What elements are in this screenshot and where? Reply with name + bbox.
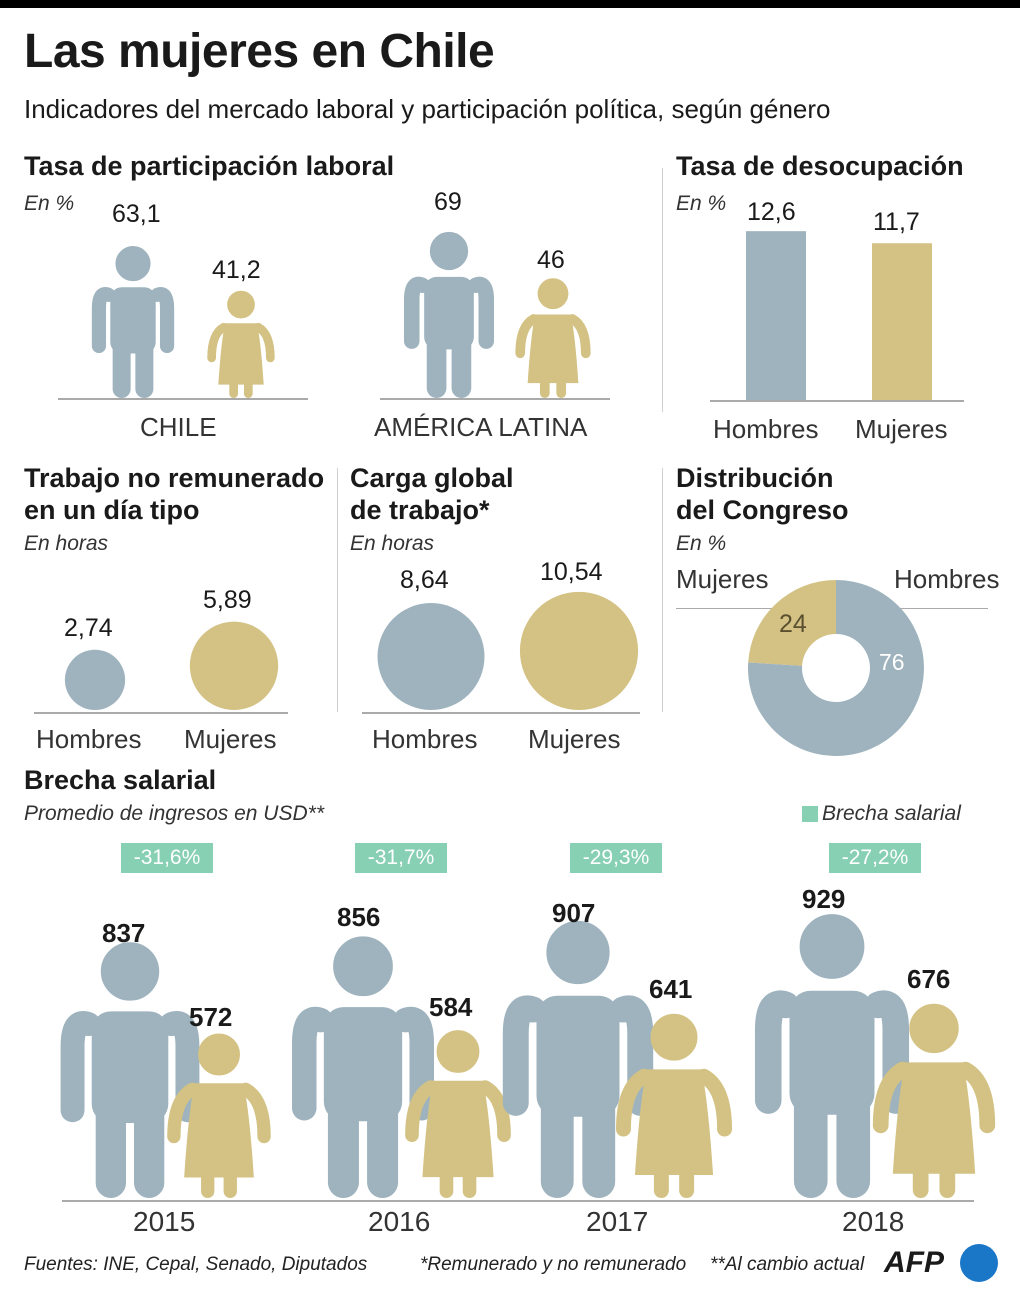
unpaid-men-value: 2,74 bbox=[64, 614, 113, 642]
chile-men-label: 63,1 bbox=[112, 200, 161, 228]
woman-figure bbox=[872, 1003, 996, 1198]
man-figure bbox=[60, 942, 200, 1198]
unemployment-bar bbox=[872, 243, 932, 400]
afp-logo-icon bbox=[960, 1244, 998, 1282]
afp-logo-text: AFP bbox=[884, 1246, 944, 1279]
unemployment-heading: Tasa de desocupación bbox=[676, 151, 964, 181]
separator bbox=[662, 168, 663, 412]
global-load-bubble bbox=[519, 591, 639, 710]
congress-men-label: Hombres bbox=[894, 564, 1000, 594]
congress-men-value: 76 bbox=[879, 649, 905, 675]
congress-heading-2: del Congreso bbox=[676, 495, 849, 525]
wage-gap-unit: Promedio de ingresos en USD** bbox=[24, 802, 324, 825]
unemployment-women-label: Mujeres bbox=[855, 414, 948, 444]
man-figure bbox=[754, 914, 910, 1198]
unpaid-heading-1: Trabajo no remunerado bbox=[24, 463, 325, 493]
chile-women-label: 41,2 bbox=[212, 256, 261, 284]
gap-badge-2017: -29,3% bbox=[570, 843, 662, 873]
latam-baseline bbox=[380, 398, 610, 400]
unpaid-unit: En horas bbox=[24, 532, 109, 555]
congress-heading-1: Distribución bbox=[676, 463, 834, 493]
year-2018: 2018 bbox=[842, 1206, 905, 1237]
year-2017: 2017 bbox=[586, 1206, 649, 1237]
unpaid-men-label: Hombres bbox=[36, 724, 142, 754]
man-figure bbox=[292, 936, 434, 1199]
year-2016: 2016 bbox=[368, 1206, 431, 1237]
participation-unit: En % bbox=[24, 192, 75, 215]
gap-badge-2018: -27,2% bbox=[829, 843, 921, 873]
footer-sources: Fuentes: INE, Cepal, Senado, Diputados bbox=[24, 1254, 368, 1275]
men-2016-value: 856 bbox=[337, 902, 381, 932]
unemployment-men-label: Hombres bbox=[713, 414, 819, 444]
unemployment-unit: En % bbox=[676, 192, 727, 215]
women-2017-value: 641 bbox=[649, 974, 693, 1004]
footer-note-2: **Al cambio actual bbox=[710, 1254, 865, 1275]
unemployment-women-value: 11,7 bbox=[873, 208, 920, 236]
women-2018-value: 676 bbox=[907, 964, 951, 994]
unpaid-baseline bbox=[34, 712, 288, 714]
woman-figure bbox=[167, 1033, 271, 1198]
unpaid-bubble bbox=[64, 649, 126, 711]
congress-women-label: Mujeres bbox=[676, 564, 769, 594]
page-title: Las mujeres en Chile bbox=[24, 25, 495, 78]
legend-swatch bbox=[802, 806, 818, 822]
global-load-unit: En horas bbox=[350, 532, 435, 555]
men-2018-value: 929 bbox=[802, 884, 846, 914]
chile-label: CHILE bbox=[140, 412, 217, 442]
latam-label: AMÉRICA LATINA bbox=[374, 412, 588, 442]
men-2015-value: 837 bbox=[102, 918, 146, 948]
man-figure bbox=[502, 920, 654, 1199]
latam-men-label: 69 bbox=[434, 188, 462, 216]
unpaid-heading-2: en un día tipo bbox=[24, 495, 200, 525]
year-2015: 2015 bbox=[133, 1206, 196, 1237]
chile-baseline bbox=[58, 398, 308, 400]
global-men-label: Hombres bbox=[372, 724, 478, 754]
congress-women-value: 24 bbox=[779, 610, 807, 638]
wage-baseline bbox=[62, 1200, 974, 1202]
global-women-label: Mujeres bbox=[528, 724, 621, 754]
congress-slice bbox=[748, 580, 924, 757]
global-men-value: 8,64 bbox=[400, 566, 449, 594]
footer-note-1: *Remunerado y no remunerado bbox=[420, 1254, 687, 1275]
unemployment-bar bbox=[746, 231, 806, 400]
unemployment-baseline bbox=[710, 400, 964, 402]
men-2017-value: 907 bbox=[552, 898, 596, 928]
top-rule bbox=[0, 0, 1020, 8]
gap-badge-2015: -31,6% bbox=[121, 843, 213, 873]
man-figure bbox=[91, 246, 175, 398]
man-figure bbox=[403, 231, 495, 399]
latam-women-label: 46 bbox=[537, 246, 565, 274]
global-load-heading-1: Carga global bbox=[350, 463, 514, 493]
unpaid-bubble bbox=[189, 621, 279, 710]
congress-unit: En % bbox=[676, 532, 727, 555]
separator bbox=[337, 468, 338, 712]
global-load-heading-2: de trabajo* bbox=[350, 495, 490, 525]
legend-label: Brecha salarial bbox=[822, 802, 961, 825]
gap-badge-2016: -31,7% bbox=[355, 843, 447, 873]
page-subtitle: Indicadores del mercado laboral y partic… bbox=[24, 94, 831, 124]
participation-heading: Tasa de participación laboral bbox=[24, 151, 395, 181]
woman-figure bbox=[515, 278, 591, 398]
unemployment-men-value: 12,6 bbox=[747, 198, 796, 226]
wage-gap-heading: Brecha salarial bbox=[24, 765, 217, 795]
women-2015-value: 572 bbox=[189, 1002, 233, 1032]
global-baseline bbox=[362, 712, 640, 714]
women-2016-value: 584 bbox=[429, 992, 473, 1022]
woman-figure bbox=[405, 1030, 511, 1198]
woman-figure bbox=[615, 1013, 733, 1199]
woman-figure bbox=[207, 290, 275, 399]
global-women-value: 10,54 bbox=[540, 558, 603, 586]
unpaid-women-value: 5,89 bbox=[203, 586, 252, 614]
unpaid-women-label: Mujeres bbox=[184, 724, 277, 754]
global-load-bubble bbox=[377, 603, 485, 711]
separator bbox=[662, 468, 663, 712]
congress-slice bbox=[748, 580, 836, 666]
